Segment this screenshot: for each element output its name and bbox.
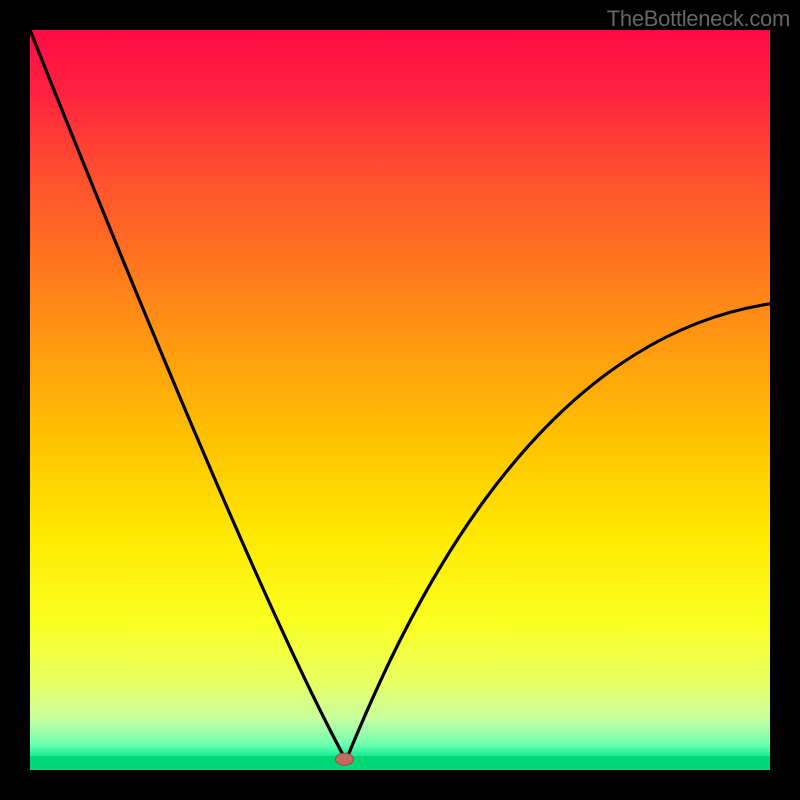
- gradient-background: [30, 30, 770, 770]
- chart-svg: [30, 30, 770, 770]
- watermark-text: TheBottleneck.com: [607, 6, 790, 32]
- chart-container: TheBottleneck.com: [0, 0, 800, 800]
- minimum-marker: [336, 753, 354, 765]
- bottom-band: [30, 756, 770, 770]
- plot-area: [30, 30, 770, 770]
